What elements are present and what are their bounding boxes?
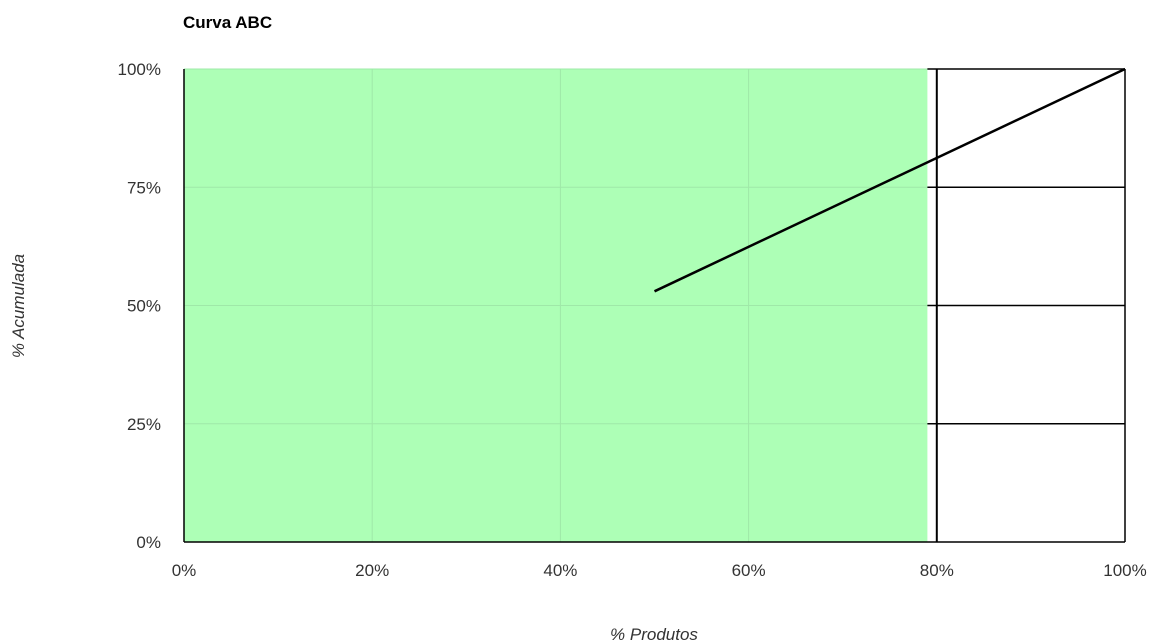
axes — [183, 69, 1125, 543]
x-tick-label: 100% — [1103, 561, 1146, 580]
x-tick-label: 20% — [355, 561, 389, 580]
tick-labels: 0% 20% 40% 60% 80% 100% 0% 25% 50% 75% 100% — [118, 60, 1147, 580]
gridlines — [184, 68, 1126, 542]
y-tick-label: 0% — [136, 533, 161, 552]
y-axis-label: % Acumulada — [9, 254, 28, 358]
x-tick-label: 60% — [732, 561, 766, 580]
x-axis-label: % Produtos — [610, 625, 698, 644]
y-tick-label: 100% — [118, 60, 161, 79]
chart-title: Curva ABC — [183, 13, 273, 32]
y-tick-label: 50% — [127, 297, 161, 316]
series-line-0 — [653, 67, 1126, 293]
series-lines — [653, 67, 1126, 293]
x-tick-label: 0% — [172, 561, 197, 580]
y-tick-label: 75% — [127, 178, 161, 197]
y-tick-label: 25% — [127, 415, 161, 434]
x-tick-label: 80% — [920, 561, 954, 580]
x-tick-label: 40% — [543, 561, 577, 580]
